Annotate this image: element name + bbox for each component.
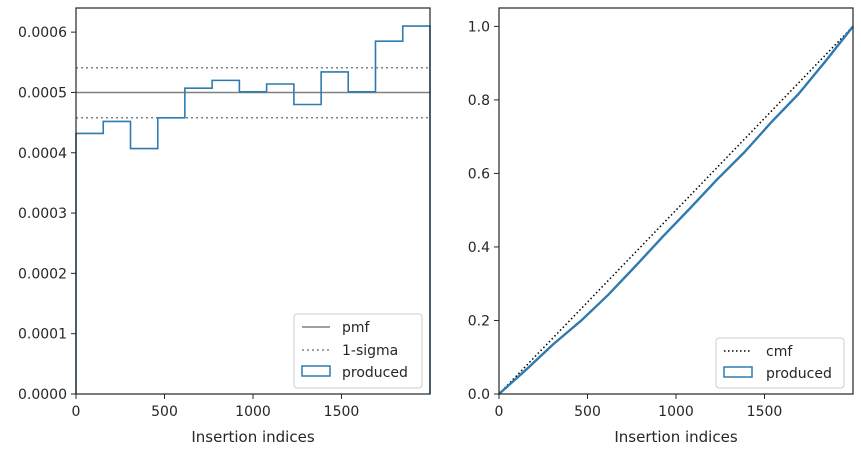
left-x-axis-label: Insertion indices bbox=[191, 428, 314, 446]
x-tick-label: 500 bbox=[151, 404, 178, 420]
left-x-ticks: 0 500 1000 1500 bbox=[72, 394, 360, 420]
produced-step-histogram bbox=[75, 25, 431, 394]
x-tick-label: 0 bbox=[495, 404, 504, 420]
y-tick-label: 0.0 bbox=[468, 387, 490, 403]
y-tick-label: 0.0003 bbox=[18, 206, 67, 222]
y-tick-label: 0.0004 bbox=[18, 146, 67, 162]
y-tick-label: 0.6 bbox=[468, 166, 490, 182]
left-legend-box bbox=[293, 313, 423, 389]
x-tick-label: 1000 bbox=[235, 404, 271, 420]
legend-produced-label: produced bbox=[342, 365, 408, 381]
legend-pmf-label: pmf bbox=[342, 320, 371, 336]
legend-produced-label-right: produced bbox=[766, 366, 832, 382]
y-tick-label: 0.0000 bbox=[18, 387, 67, 403]
y-tick-label: 0.0006 bbox=[18, 25, 67, 41]
right-x-axis-label: Insertion indices bbox=[614, 428, 737, 446]
right-plot-area bbox=[498, 25, 854, 395]
y-tick-label: 0.0002 bbox=[18, 266, 67, 282]
left-plot-area bbox=[75, 25, 431, 394]
right-y-ticks: 0.0 0.2 0.4 0.6 0.8 1.0 bbox=[468, 19, 499, 403]
legend-produced-swatch bbox=[301, 365, 331, 377]
y-tick-label: 0.0005 bbox=[18, 85, 67, 101]
produced-cdf-line bbox=[498, 25, 854, 395]
right-axes-frame bbox=[498, 7, 854, 395]
x-tick-label: 1000 bbox=[658, 404, 694, 420]
right-legend: cmf produced bbox=[715, 337, 845, 389]
legend-produced-swatch-right bbox=[723, 366, 753, 378]
cmf-line bbox=[498, 25, 854, 395]
left-legend: pmf 1-sigma produced bbox=[293, 313, 423, 389]
right-chart: 0 500 1000 1500 0.0 0.2 0.4 0.6 0.8 1.0 Insertio… bbox=[468, 7, 854, 446]
x-tick-label: 1500 bbox=[324, 404, 360, 420]
y-tick-label: 0.4 bbox=[468, 240, 490, 256]
left-chart: 0 500 1000 1500 0.00000.00010.00020.00030.0… bbox=[18, 7, 431, 446]
right-x-ticks: 0 500 1000 1500 bbox=[495, 394, 783, 420]
y-tick-label: 1.0 bbox=[468, 19, 490, 35]
x-tick-label: 1500 bbox=[747, 404, 783, 420]
legend-1-sigma-label: 1-sigma bbox=[342, 343, 398, 359]
y-tick-label: 0.0001 bbox=[18, 327, 67, 343]
x-tick-label: 500 bbox=[574, 404, 601, 420]
y-tick-label: 0.2 bbox=[468, 313, 490, 329]
legend-cmf-label: cmf bbox=[766, 344, 793, 360]
y-tick-label: 0.8 bbox=[468, 93, 490, 109]
x-tick-label: 0 bbox=[72, 404, 81, 420]
left-y-ticks: 0.0000 0.0001 0.0002 0.0003 0.0004 0.0005 0.00… bbox=[18, 25, 76, 403]
